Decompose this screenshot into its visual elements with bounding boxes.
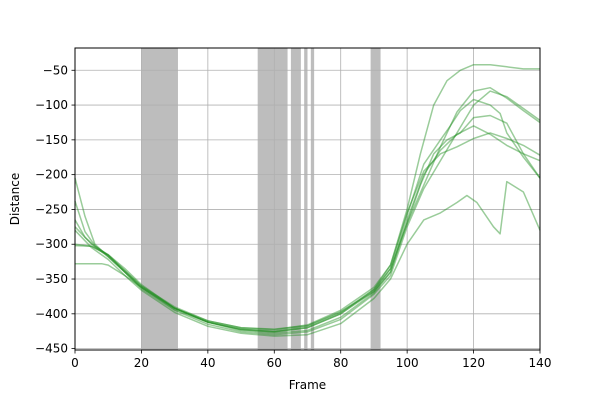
series-line	[74, 180, 541, 337]
plot-frame	[74, 47, 541, 351]
x-tick-label: 40	[200, 356, 215, 370]
x-axis-label: Frame	[289, 378, 326, 392]
series-line	[74, 63, 540, 331]
y-tick-label: −350	[35, 272, 68, 286]
y-tick-label: −100	[35, 98, 68, 112]
x-tick-label: 140	[529, 356, 552, 370]
series-line	[74, 132, 541, 332]
series-line	[74, 125, 541, 330]
y-tick-label: −250	[35, 202, 68, 216]
y-axis-label: Distance	[8, 173, 22, 225]
shaded-range	[141, 48, 178, 350]
x-tick-label: 0	[71, 356, 79, 370]
x-tick-label: 120	[462, 356, 485, 370]
shaded-range	[310, 48, 315, 350]
series-line	[74, 98, 541, 333]
series-line	[74, 90, 541, 336]
y-tick-label: −450	[35, 342, 68, 356]
shaded-range	[304, 48, 308, 350]
shaded-ranges	[141, 48, 381, 350]
y-tick-label: −200	[35, 168, 68, 182]
series-line	[74, 114, 541, 333]
series-line	[75, 86, 541, 335]
x-tick-label: 80	[333, 356, 348, 370]
ticks: 0 20 40 60 80 100 120 140 −450 −400 −350 −300 −250 −2…	[35, 63, 551, 370]
y-tick-label: −150	[35, 133, 68, 147]
x-tick-label: 60	[267, 356, 282, 370]
y-tick-label: −400	[35, 307, 68, 321]
x-tick-label: 100	[396, 356, 419, 370]
y-tick-label: −50	[43, 63, 68, 77]
shaded-range	[257, 48, 288, 350]
shaded-range	[370, 48, 381, 350]
x-tick-label: 20	[134, 356, 149, 370]
y-tick-label: −300	[35, 237, 68, 251]
series-lines	[74, 63, 541, 337]
shaded-range	[290, 48, 301, 350]
